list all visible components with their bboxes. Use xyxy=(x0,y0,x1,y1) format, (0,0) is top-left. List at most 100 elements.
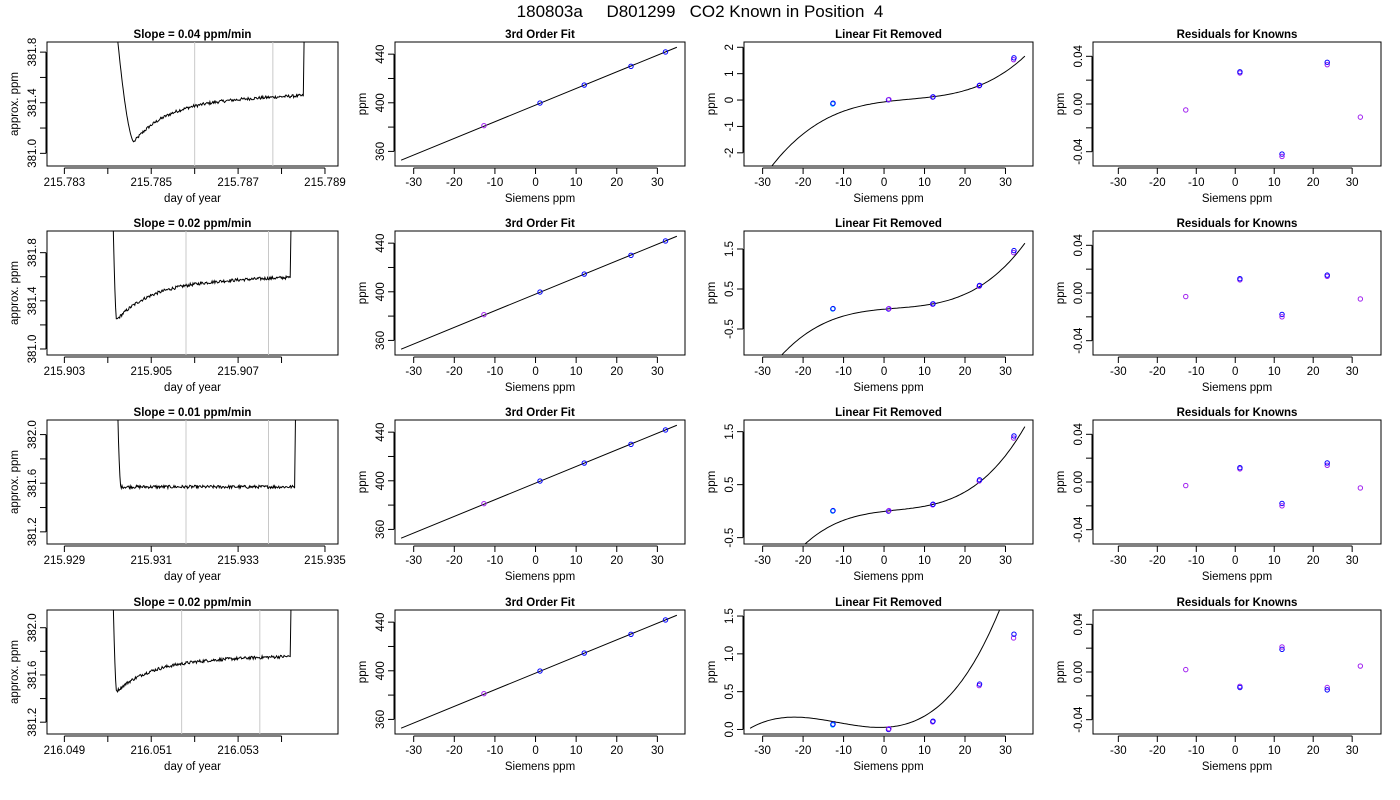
x-tick-label: 216.051 xyxy=(130,745,172,757)
x-axis-label: Siemens ppm xyxy=(853,571,923,583)
data-point xyxy=(1357,663,1364,669)
x-tick-label: 30 xyxy=(1346,366,1359,378)
x-tick-label: 0 xyxy=(532,177,538,189)
fit-line xyxy=(400,46,678,161)
data-point xyxy=(1279,314,1285,320)
y-tick-label: 1.5 xyxy=(724,608,736,624)
panel-title: 3rd Order Fit xyxy=(505,407,575,419)
plot-frame xyxy=(743,41,1034,167)
x-tick-label: 0 xyxy=(881,745,887,757)
plot-frame xyxy=(46,609,339,735)
x-tick-label: 30 xyxy=(999,177,1012,189)
x-tick-label: -20 xyxy=(1149,555,1166,567)
y-tick-label: 1.0 xyxy=(724,646,736,662)
fit-curve xyxy=(771,55,1026,166)
x-tick-label: -20 xyxy=(1149,366,1166,378)
data-point xyxy=(1357,114,1364,120)
x-tick-label: 30 xyxy=(1346,745,1359,757)
y-axis-label: ppm xyxy=(1055,471,1067,493)
x-tick-label: 0 xyxy=(881,555,887,567)
y-tick-label: 400 xyxy=(375,661,387,680)
data-point xyxy=(1324,272,1330,278)
data-point xyxy=(1279,151,1285,157)
x-tick-label: 10 xyxy=(1268,366,1281,378)
x-tick-label: 0 xyxy=(532,366,538,378)
x-tick-label: -10 xyxy=(1188,745,1205,757)
plot-area xyxy=(112,231,292,355)
data-point xyxy=(481,311,487,318)
y-tick-label: 440 xyxy=(375,45,387,64)
plot-area xyxy=(771,55,1026,166)
y-tick-label: -2 xyxy=(724,148,736,158)
y-axis-label: ppm xyxy=(706,471,718,493)
x-tick-label: 20 xyxy=(610,177,623,189)
x-tick-label: 20 xyxy=(959,745,972,757)
y-tick-label: -0.5 xyxy=(724,319,736,339)
panel-title: 3rd Order Fit xyxy=(505,29,575,41)
data-point xyxy=(886,305,892,312)
x-tick-label: 20 xyxy=(1307,555,1320,567)
data-point xyxy=(1011,55,1017,61)
x-tick-label: -20 xyxy=(1149,177,1166,189)
data-point xyxy=(1324,462,1330,469)
x-tick-label: 0 xyxy=(881,177,887,189)
y-axis-label: approx. ppm xyxy=(9,450,21,514)
x-tick-label: 0 xyxy=(1232,745,1238,757)
panel-timeseries-row-3: Slope = 0.01 ppm/min 215.929 215.931 215.93… xyxy=(9,407,346,583)
data-point xyxy=(1279,644,1285,650)
y-tick-label: 400 xyxy=(375,93,387,112)
panel-fit-row-4: 3rd Order Fit -30 -20 -10 0 10 20 30 360 400 440 Si… xyxy=(357,597,686,773)
x-axis-label: Siemens ppm xyxy=(1202,571,1272,583)
panel-title: 3rd Order Fit xyxy=(505,218,575,230)
plot-area xyxy=(400,46,678,161)
x-tick-label: -20 xyxy=(446,366,463,378)
data-point xyxy=(1011,631,1017,637)
plot-frame xyxy=(394,419,686,545)
x-axis-label: day of year xyxy=(164,571,221,583)
data-point xyxy=(1237,275,1243,282)
page-title: 180803a D801299 CO2 Known in Position 4 xyxy=(516,2,884,21)
y-tick-label: 381.0 xyxy=(27,139,39,168)
x-tick-label: 30 xyxy=(999,745,1012,757)
x-tick-label: 215.903 xyxy=(44,366,86,378)
y-tick-label: -0.04 xyxy=(1073,138,1085,165)
y-tick-label: 381.6 xyxy=(27,661,39,690)
y-tick-label: 0.04 xyxy=(1073,423,1085,446)
plot-area xyxy=(1183,59,1364,160)
data-point xyxy=(1324,59,1330,65)
data-point xyxy=(1010,435,1017,441)
x-axis-label: Siemens ppm xyxy=(505,761,575,773)
plot-area xyxy=(400,614,678,729)
x-tick-label: 0 xyxy=(532,555,538,567)
y-tick-label: 0.00 xyxy=(1073,471,1085,493)
data-point xyxy=(1183,482,1189,489)
x-tick-label: -10 xyxy=(835,177,852,189)
x-tick-label: 20 xyxy=(959,366,972,378)
data-point xyxy=(930,301,936,307)
co2-trace xyxy=(117,42,305,143)
data-point xyxy=(1279,153,1285,160)
data-point xyxy=(976,681,983,687)
panel-residuals-row-3: Residuals for Knowns -30 -20 -10 0 10 20 30 -0.0… xyxy=(1055,407,1382,583)
x-tick-label: 10 xyxy=(918,555,931,567)
plot-area xyxy=(400,235,678,350)
x-tick-label: 30 xyxy=(651,177,664,189)
y-tick-label: -0.04 xyxy=(1073,516,1085,543)
y-tick-label: 0.0 xyxy=(724,721,736,737)
data-point xyxy=(886,507,892,514)
x-tick-label: -30 xyxy=(1110,555,1127,567)
y-tick-label: -0.04 xyxy=(1073,706,1085,733)
x-tick-label: 215.785 xyxy=(130,177,172,189)
data-point xyxy=(1010,635,1017,641)
plot-frame xyxy=(46,41,339,167)
y-tick-label: -0.5 xyxy=(724,528,736,548)
y-tick-label: 1.5 xyxy=(724,241,736,257)
y-tick-label: 360 xyxy=(375,142,387,161)
x-tick-label: -10 xyxy=(835,745,852,757)
y-tick-label: 360 xyxy=(375,331,387,350)
panel-timeseries-row-4: Slope = 0.02 ppm/min 216.049 216.051 216.05… xyxy=(9,597,339,773)
x-tick-label: -20 xyxy=(1149,745,1166,757)
data-point xyxy=(1279,311,1285,318)
x-tick-label: -30 xyxy=(405,177,422,189)
panel-linear-removed-row-2: Linear Fit Removed -30 -20 -10 0 10 20 30 -0.5 0.… xyxy=(706,218,1034,394)
